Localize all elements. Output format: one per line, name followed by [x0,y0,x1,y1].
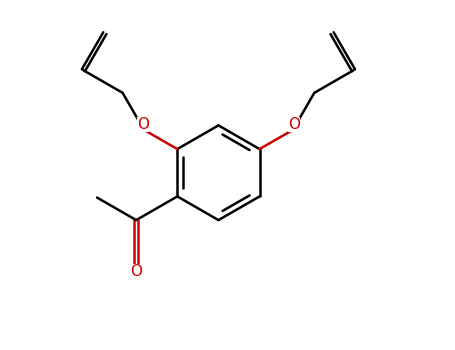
Text: O: O [288,117,300,132]
Text: O: O [130,264,142,279]
Text: O: O [137,117,149,132]
